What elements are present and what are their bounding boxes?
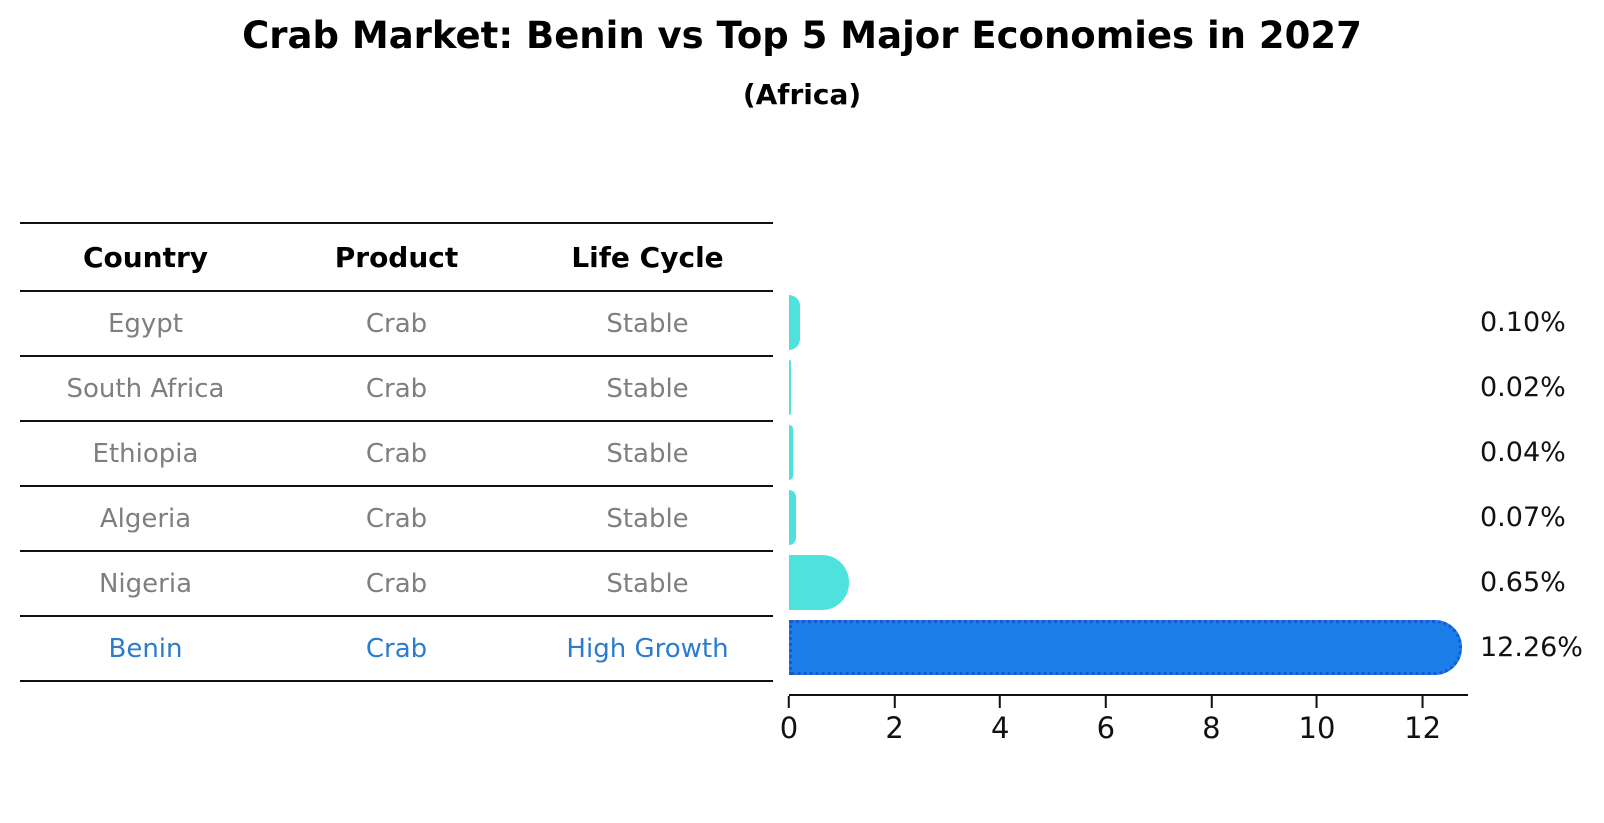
bar-ethiopia [789, 425, 794, 480]
table-row: South Africa Crab Stable [20, 357, 773, 422]
x-tick: 8 [1202, 696, 1221, 745]
table-row-benin: Benin Crab High Growth [20, 617, 773, 682]
cell-country: Benin [108, 633, 183, 664]
bar-egypt [789, 295, 800, 350]
bar-benin [789, 620, 1463, 675]
x-tick: 12 [1404, 696, 1441, 745]
value-label: 0.04% [1480, 437, 1566, 468]
cell-country: Algeria [99, 503, 192, 534]
header-product: Product [334, 240, 459, 274]
x-axis-line [789, 694, 1468, 696]
table-row: Nigeria Crab Stable [20, 552, 773, 617]
x-tick: 6 [1097, 696, 1115, 745]
value-label: 0.02% [1480, 372, 1566, 403]
bar-nigeria [789, 555, 850, 610]
header-life-cycle: Life Cycle [571, 240, 724, 274]
table-row: Egypt Crab Stable [20, 292, 773, 357]
cell-life-cycle: Stable [606, 373, 689, 404]
cell-country: Egypt [107, 308, 184, 339]
value-label: 12.26% [1480, 632, 1583, 663]
tick-label: 10 [1298, 711, 1336, 745]
chart-subtitle: (Africa) [742, 78, 862, 111]
value-label: 0.10% [1480, 307, 1566, 338]
table-header-row: Country Product Life Cycle [20, 224, 773, 292]
tick-mark [1104, 696, 1107, 708]
cell-country: South Africa [66, 373, 225, 404]
tick-label: 8 [1202, 711, 1221, 745]
cell-life-cycle: Stable [606, 308, 689, 339]
country-table: Country Product Life Cycle Egypt Crab St… [20, 222, 773, 682]
cell-product: Crab [365, 438, 428, 469]
bar-algeria [789, 490, 797, 545]
cell-life-cycle: High Growth [566, 633, 729, 664]
chart-title: Crab Market: Benin vs Top 5 Major Econom… [242, 14, 1362, 57]
cell-product: Crab [365, 503, 428, 534]
bar-south-africa [789, 360, 792, 415]
tick-mark [999, 696, 1002, 708]
tick-mark [893, 696, 896, 708]
cell-life-cycle: Stable [606, 503, 689, 534]
cell-product: Crab [365, 308, 428, 339]
cell-product: Crab [365, 568, 428, 599]
value-label: 0.07% [1480, 502, 1566, 533]
cell-life-cycle: Stable [606, 568, 689, 599]
tick-label: 12 [1404, 711, 1442, 745]
cell-country: Nigeria [98, 568, 193, 599]
cell-product: Crab [365, 633, 428, 664]
x-tick: 4 [991, 696, 1009, 745]
tick-label: 2 [885, 711, 904, 745]
tick-label: 4 [990, 711, 1010, 745]
tick-mark [787, 696, 790, 708]
bar-plot-area [789, 290, 1489, 680]
x-tick: 10 [1298, 696, 1336, 745]
x-tick: 0 [780, 696, 798, 745]
tick-mark [1421, 696, 1424, 708]
tick-label: 6 [1096, 711, 1116, 745]
cell-country: Ethiopia [92, 438, 199, 469]
tick-mark [1210, 696, 1213, 708]
value-label: 0.65% [1480, 567, 1566, 598]
header-country: Country [82, 240, 209, 274]
table-row: Algeria Crab Stable [20, 487, 773, 552]
x-tick: 2 [885, 696, 904, 745]
tick-label: 0 [779, 711, 799, 745]
cell-life-cycle: Stable [606, 438, 689, 469]
cell-product: Crab [365, 373, 428, 404]
tick-mark [1316, 696, 1318, 708]
table-row: Ethiopia Crab Stable [20, 422, 773, 487]
